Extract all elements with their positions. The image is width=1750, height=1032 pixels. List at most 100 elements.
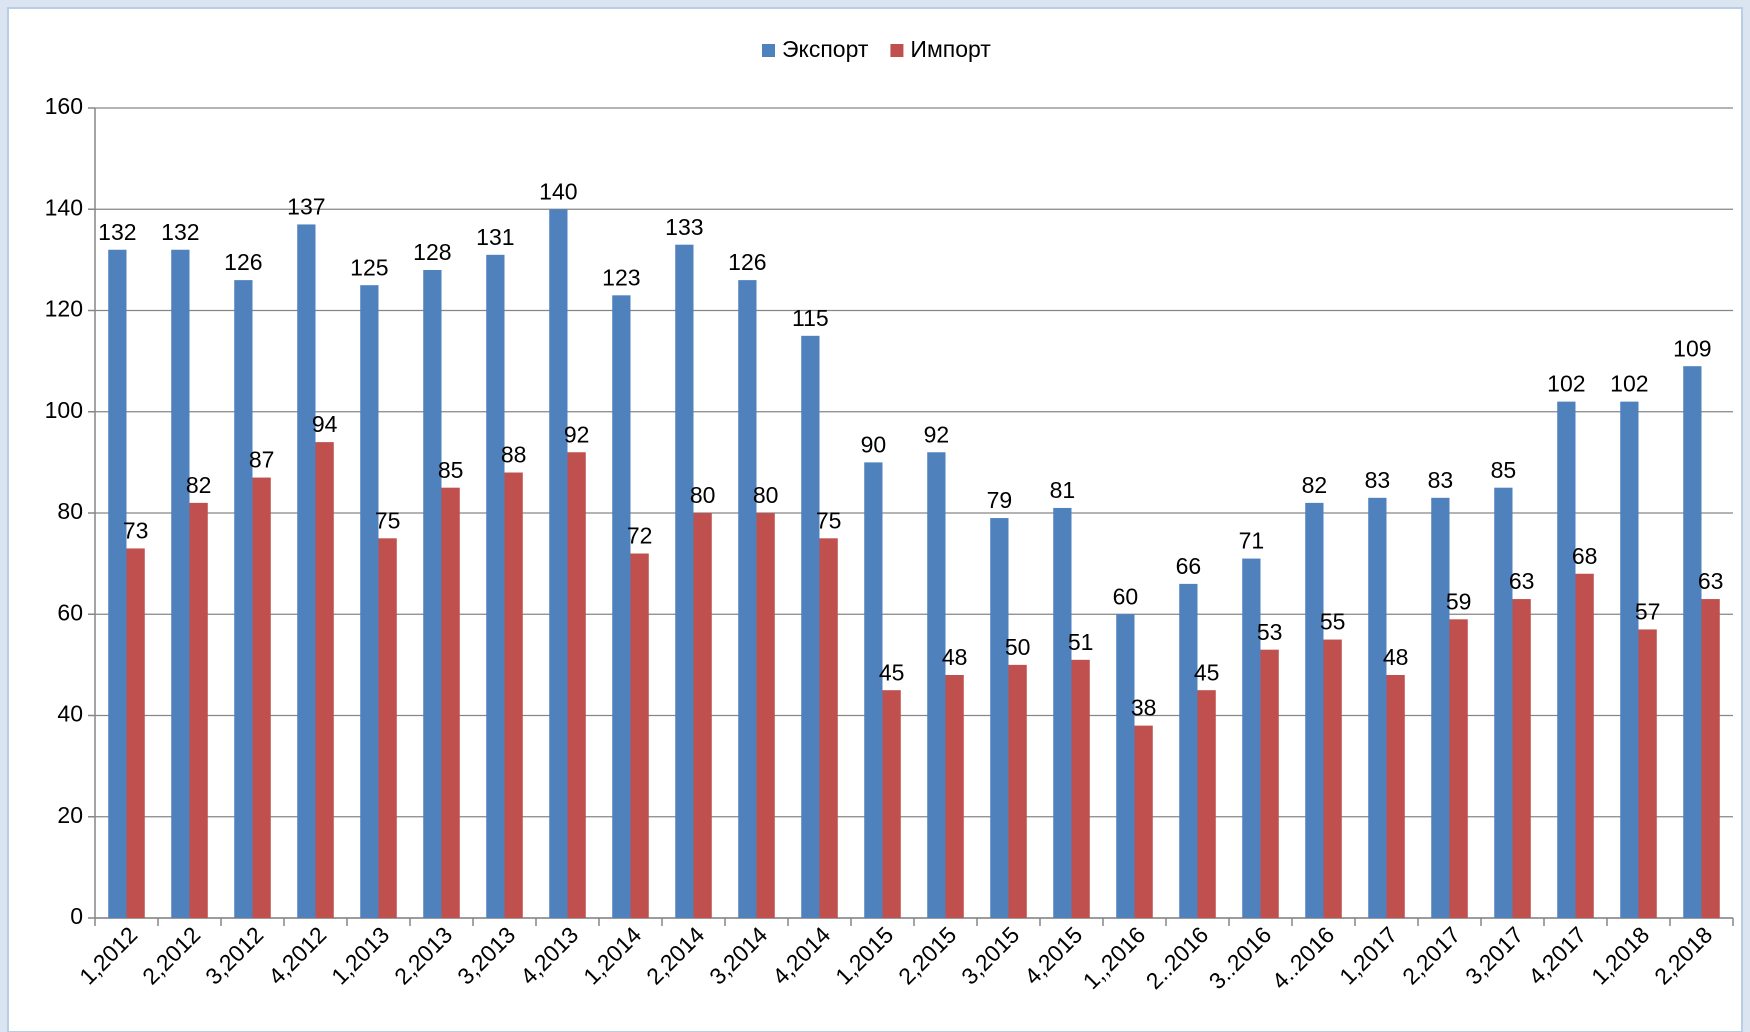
data-label: 75 xyxy=(816,507,842,533)
legend-label: Импорт xyxy=(910,36,991,62)
data-label: 82 xyxy=(186,472,212,498)
bar xyxy=(801,335,820,918)
bar xyxy=(171,249,190,918)
bar xyxy=(1512,599,1531,918)
bar xyxy=(1179,583,1198,918)
bar xyxy=(1494,487,1513,918)
data-label: 71 xyxy=(1239,528,1265,554)
bar xyxy=(504,472,523,918)
data-label: 80 xyxy=(753,482,779,508)
data-label: 72 xyxy=(627,523,653,549)
data-label: 131 xyxy=(476,224,514,250)
data-label: 90 xyxy=(861,431,887,457)
bar xyxy=(189,502,208,918)
data-label: 38 xyxy=(1131,695,1157,721)
data-label: 59 xyxy=(1446,588,1472,614)
y-tick-label: 60 xyxy=(57,599,83,625)
data-label: 50 xyxy=(1005,634,1031,660)
bar xyxy=(1449,619,1468,918)
data-label: 87 xyxy=(249,447,275,473)
data-label: 133 xyxy=(665,214,703,240)
legend-swatch xyxy=(762,44,775,57)
bar xyxy=(738,280,757,918)
data-label: 102 xyxy=(1610,371,1648,397)
bar xyxy=(882,690,901,918)
y-tick-label: 160 xyxy=(45,93,83,119)
bar xyxy=(1260,649,1279,918)
data-label: 48 xyxy=(1383,644,1409,670)
bar xyxy=(423,270,442,918)
bar xyxy=(360,285,379,918)
data-label: 94 xyxy=(312,411,338,437)
data-label: 81 xyxy=(1050,477,1076,503)
bar xyxy=(1134,725,1153,918)
data-label: 53 xyxy=(1257,619,1283,645)
bar xyxy=(756,513,775,918)
bar xyxy=(693,513,712,918)
data-label: 115 xyxy=(792,305,829,331)
bar xyxy=(297,224,316,918)
y-tick-label: 80 xyxy=(57,498,83,524)
bar xyxy=(1683,366,1702,918)
bar xyxy=(612,295,631,918)
legend-label: Экспорт xyxy=(782,36,869,62)
bar xyxy=(315,442,334,918)
bar xyxy=(1305,502,1324,918)
bar xyxy=(234,280,253,918)
bar xyxy=(990,518,1009,918)
bar xyxy=(1431,497,1450,918)
bar xyxy=(927,452,946,918)
y-tick-label: 0 xyxy=(70,903,83,929)
y-tick-label: 20 xyxy=(57,802,83,828)
bar xyxy=(864,462,883,918)
legend-swatch xyxy=(890,44,904,57)
data-label: 55 xyxy=(1320,609,1346,635)
y-tick-label: 40 xyxy=(57,701,83,727)
bar xyxy=(486,254,505,918)
bar xyxy=(378,538,397,918)
data-label: 45 xyxy=(879,659,905,685)
bar xyxy=(1368,497,1387,918)
data-label: 66 xyxy=(1176,553,1202,579)
data-label: 88 xyxy=(501,442,527,468)
bar xyxy=(1197,690,1216,918)
data-label: 83 xyxy=(1428,467,1454,493)
bar xyxy=(819,538,838,918)
data-label: 80 xyxy=(690,482,716,508)
data-label: 48 xyxy=(942,644,968,670)
bar xyxy=(1620,401,1639,918)
bar xyxy=(1386,675,1405,918)
data-label: 51 xyxy=(1068,629,1094,655)
bar xyxy=(126,548,145,918)
bar xyxy=(1575,573,1594,918)
data-label: 125 xyxy=(350,254,388,280)
y-tick-label: 120 xyxy=(45,296,83,322)
data-label: 92 xyxy=(924,421,950,447)
bar xyxy=(675,244,694,918)
data-label: 82 xyxy=(1302,472,1328,498)
bar xyxy=(1053,507,1072,918)
bar xyxy=(1071,659,1090,918)
data-label: 128 xyxy=(413,239,451,265)
data-label: 83 xyxy=(1365,467,1391,493)
data-label: 132 xyxy=(161,219,199,245)
data-label: 85 xyxy=(438,457,464,483)
bar xyxy=(108,249,127,918)
data-label: 57 xyxy=(1635,599,1661,625)
bar xyxy=(549,209,568,918)
data-label: 102 xyxy=(1547,371,1585,397)
data-label: 123 xyxy=(602,264,640,290)
data-label: 126 xyxy=(728,249,766,275)
bar xyxy=(945,675,964,918)
data-label: 68 xyxy=(1572,543,1598,569)
data-label: 60 xyxy=(1113,583,1139,609)
data-label: 137 xyxy=(287,194,325,220)
bar xyxy=(1701,599,1720,918)
bar xyxy=(252,477,271,918)
y-tick-label: 100 xyxy=(45,397,83,423)
bar xyxy=(1638,629,1657,918)
bar xyxy=(567,452,586,918)
data-label: 126 xyxy=(224,249,262,275)
bar xyxy=(441,487,460,918)
